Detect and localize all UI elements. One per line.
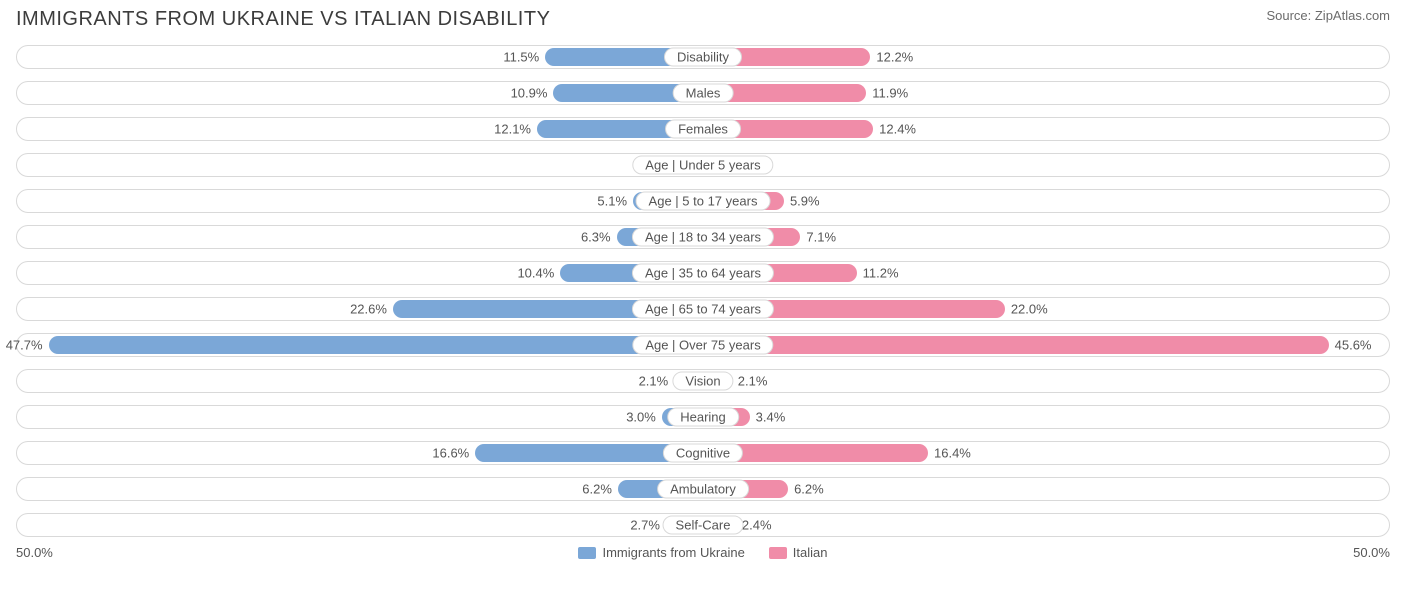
category-label: Age | 18 to 34 years [632, 228, 774, 247]
bar-track: 16.6% 16.4% Cognitive [16, 441, 1390, 465]
value-right: 12.4% [879, 122, 916, 137]
legend: Immigrants from Ukraine Italian [578, 545, 827, 560]
category-label: Self-Care [663, 516, 744, 535]
value-right: 22.0% [1011, 302, 1048, 317]
value-right: 2.4% [742, 518, 772, 533]
bar-left [49, 336, 703, 354]
value-right: 45.6% [1335, 338, 1372, 353]
value-left: 5.1% [597, 194, 627, 209]
chart-row: 3.0% 3.4% Hearing [16, 401, 1390, 433]
chart-footer: 50.0% Immigrants from Ukraine Italian 50… [16, 545, 1390, 560]
legend-label-right: Italian [793, 545, 828, 560]
bar-track: 5.1% 5.9% Age | 5 to 17 years [16, 189, 1390, 213]
legend-swatch-left [578, 547, 596, 559]
value-right: 5.9% [790, 194, 820, 209]
header: IMMIGRANTS FROM UKRAINE VS ITALIAN DISAB… [16, 8, 1390, 31]
chart-row: 6.3% 7.1% Age | 18 to 34 years [16, 221, 1390, 253]
category-label: Age | 35 to 64 years [632, 264, 774, 283]
bar-track: 6.2% 6.2% Ambulatory [16, 477, 1390, 501]
bar-track: 10.9% 11.9% Males [16, 81, 1390, 105]
chart-row: 22.6% 22.0% Age | 65 to 74 years [16, 293, 1390, 325]
value-right: 7.1% [806, 230, 836, 245]
bar-track: 3.0% 3.4% Hearing [16, 405, 1390, 429]
value-right: 12.2% [876, 50, 913, 65]
bar-track: 1.0%1.6%Age | Under 5 years [16, 153, 1390, 177]
legend-item-right: Italian [769, 545, 828, 560]
value-right: 16.4% [934, 446, 971, 461]
bar-track: 6.3% 7.1% Age | 18 to 34 years [16, 225, 1390, 249]
category-label: Age | Under 5 years [632, 156, 773, 175]
axis-max-left: 50.0% [16, 545, 53, 560]
value-left: 6.3% [581, 230, 611, 245]
legend-swatch-right [769, 547, 787, 559]
chart-row: 1.0%1.6%Age | Under 5 years [16, 149, 1390, 181]
bar-track: 10.4% 11.2% Age | 35 to 64 years [16, 261, 1390, 285]
category-label: Females [665, 120, 741, 139]
bar-track: 2.7% 2.4%Self-Care [16, 513, 1390, 537]
chart-row: 2.1%2.1%Vision [16, 365, 1390, 397]
chart-row: 5.1% 5.9% Age | 5 to 17 years [16, 185, 1390, 217]
bar-track: 47.7%45.6%Age | Over 75 years [16, 333, 1390, 357]
value-left: 6.2% [582, 482, 612, 497]
value-left: 12.1% [494, 122, 531, 137]
category-label: Hearing [667, 408, 739, 427]
value-left: 10.4% [517, 266, 554, 281]
value-left: 2.1% [639, 374, 669, 389]
category-label: Vision [672, 372, 733, 391]
value-right: 11.2% [863, 266, 899, 281]
value-left: 11.5% [503, 50, 539, 65]
category-label: Disability [664, 48, 742, 67]
bar-track: 2.1%2.1%Vision [16, 369, 1390, 393]
axis-max-right: 50.0% [1353, 545, 1390, 560]
chart-row: 47.7%45.6%Age | Over 75 years [16, 329, 1390, 361]
category-label: Ambulatory [657, 480, 749, 499]
chart-row: 2.7% 2.4%Self-Care [16, 509, 1390, 541]
value-right: 2.1% [738, 374, 768, 389]
bar-track: 12.1% 12.4% Females [16, 117, 1390, 141]
chart-row: 16.6% 16.4% Cognitive [16, 437, 1390, 469]
bar-track: 22.6% 22.0% Age | 65 to 74 years [16, 297, 1390, 321]
category-label: Males [673, 84, 734, 103]
chart-title: IMMIGRANTS FROM UKRAINE VS ITALIAN DISAB… [16, 8, 550, 31]
value-left: 10.9% [511, 86, 548, 101]
value-right: 6.2% [794, 482, 824, 497]
diverging-bar-chart: 11.5% 12.2% Disability 10.9% 11.9% Males 12.1%… [16, 41, 1390, 541]
category-label: Cognitive [663, 444, 743, 463]
chart-row: 10.9% 11.9% Males [16, 77, 1390, 109]
value-right: 11.9% [872, 86, 908, 101]
category-label: Age | 5 to 17 years [636, 192, 771, 211]
bar-track: 11.5% 12.2% Disability [16, 45, 1390, 69]
chart-row: 12.1% 12.4% Females [16, 113, 1390, 145]
category-label: Age | Over 75 years [632, 336, 773, 355]
value-left: 47.7% [6, 338, 43, 353]
legend-item-left: Immigrants from Ukraine [578, 545, 744, 560]
chart-row: 11.5% 12.2% Disability [16, 41, 1390, 73]
value-left: 16.6% [432, 446, 469, 461]
value-left: 2.7% [630, 518, 660, 533]
value-right: 3.4% [756, 410, 786, 425]
legend-label-left: Immigrants from Ukraine [602, 545, 744, 560]
source-label: Source: ZipAtlas.com [1266, 8, 1390, 23]
category-label: Age | 65 to 74 years [632, 300, 774, 319]
value-left: 22.6% [350, 302, 387, 317]
value-left: 3.0% [626, 410, 656, 425]
bar-right [703, 336, 1329, 354]
chart-row: 6.2% 6.2% Ambulatory [16, 473, 1390, 505]
chart-row: 10.4% 11.2% Age | 35 to 64 years [16, 257, 1390, 289]
